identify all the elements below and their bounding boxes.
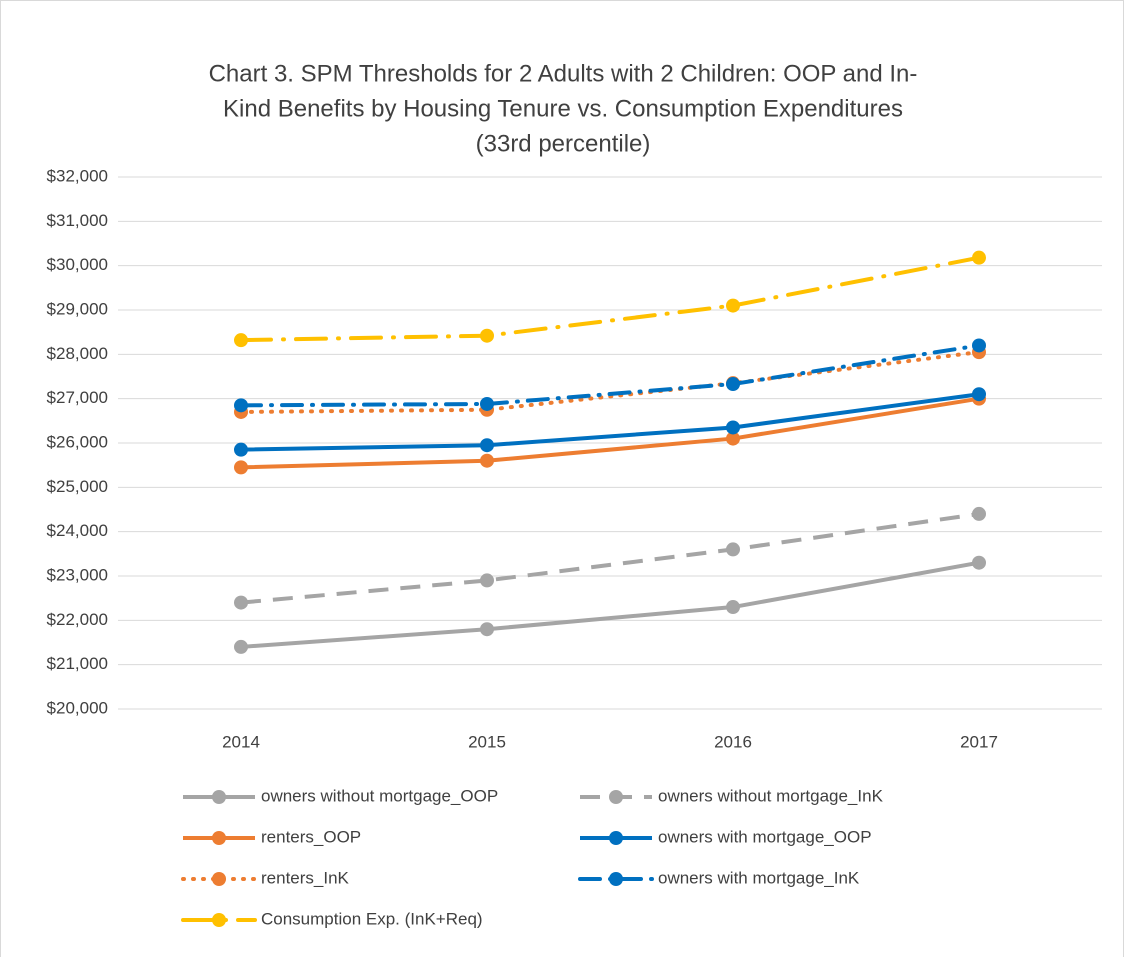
data-point: [726, 298, 740, 313]
data-point: [234, 639, 248, 654]
legend-marker: [609, 872, 623, 886]
data-point: [972, 338, 986, 353]
chart-title: Chart 3. SPM Thresholds for 2 Adults wit…: [209, 60, 918, 87]
legend-label: Consumption Exp. (InK+Req): [261, 909, 483, 928]
data-point: [972, 250, 986, 265]
y-tick-label: $30,000: [47, 255, 108, 274]
data-point: [726, 420, 740, 435]
data-point: [480, 438, 494, 453]
series-line: [239, 350, 981, 414]
data-point: [480, 396, 494, 411]
legend-marker: [609, 831, 623, 845]
data-point: [234, 398, 248, 413]
x-tick-label: 2017: [960, 732, 998, 751]
series-line: [240, 511, 980, 605]
legend-marker: [212, 831, 226, 845]
data-point: [234, 442, 248, 457]
legend-label: renters_InK: [261, 868, 350, 887]
x-tick-label: 2015: [468, 732, 506, 751]
y-tick-label: $22,000: [47, 610, 108, 629]
data-point: [972, 387, 986, 402]
y-tick-label: $24,000: [47, 521, 108, 540]
x-tick-label: 2014: [222, 732, 260, 751]
series-line: [240, 392, 980, 452]
data-point: [726, 431, 740, 446]
y-tick-label: $21,000: [47, 654, 108, 673]
data-point: [972, 555, 986, 570]
legend-label: owners with mortgage_OOP: [658, 827, 872, 846]
legend-label: renters_OOP: [261, 827, 361, 846]
legend-marker: [212, 872, 226, 886]
legend-marker: [609, 790, 623, 804]
data-point: [234, 595, 248, 610]
legend-marker: [212, 913, 226, 927]
legend-label: owners without mortgage_InK: [658, 786, 884, 805]
legend-label: owners without mortgage_OOP: [261, 786, 498, 805]
y-tick-label: $32,000: [47, 166, 108, 185]
data-point: [480, 622, 494, 637]
chart-title: (33rd percentile): [476, 130, 651, 157]
x-tick-label: 2016: [714, 732, 752, 751]
y-tick-label: $26,000: [47, 432, 108, 451]
data-point: [726, 377, 740, 392]
data-point: [480, 573, 494, 588]
series-line: [240, 396, 980, 470]
legend-label: owners with mortgage_InK: [658, 868, 860, 887]
data-point: [972, 506, 986, 521]
y-tick-label: $27,000: [47, 388, 108, 407]
y-tick-label: $29,000: [47, 299, 108, 318]
y-tick-label: $23,000: [47, 565, 108, 584]
series-line: [239, 343, 981, 408]
y-tick-label: $20,000: [47, 698, 108, 717]
data-point: [480, 328, 494, 343]
data-point: [234, 333, 248, 348]
chart-title: Kind Benefits by Housing Tenure vs. Cons…: [223, 95, 903, 122]
legend-marker: [212, 790, 226, 804]
series-line: [240, 560, 980, 649]
series-line: [239, 255, 981, 343]
y-tick-label: $31,000: [47, 211, 108, 230]
data-point: [480, 453, 494, 468]
data-point: [234, 460, 248, 475]
data-point: [726, 600, 740, 615]
y-tick-label: $28,000: [47, 344, 108, 363]
data-point: [726, 542, 740, 557]
y-tick-label: $25,000: [47, 477, 108, 496]
